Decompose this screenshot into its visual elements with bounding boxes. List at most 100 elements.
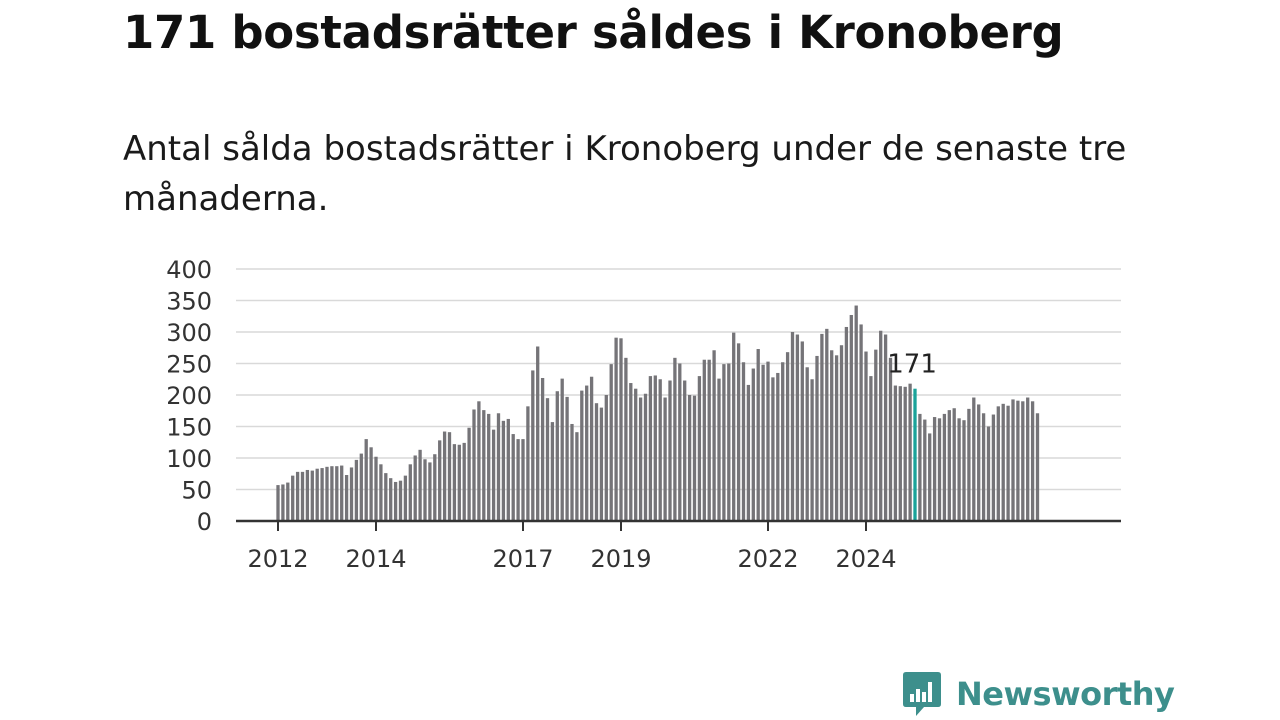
bar bbox=[932, 417, 937, 521]
bar bbox=[413, 455, 417, 521]
y-tick-label: 300 bbox=[166, 319, 212, 347]
y-axis-ticks: 0 50 100 150 200 250 300 350 400 bbox=[166, 256, 212, 536]
bar bbox=[795, 334, 800, 521]
bar bbox=[398, 480, 403, 521]
x-tick-label: 2017 bbox=[492, 545, 553, 573]
bar bbox=[781, 362, 785, 521]
y-tick-label: 350 bbox=[166, 288, 212, 316]
bar bbox=[1035, 413, 1040, 521]
bar bbox=[354, 459, 359, 521]
bar bbox=[893, 385, 898, 521]
bar bbox=[1030, 401, 1035, 521]
bar bbox=[335, 466, 339, 521]
bar bbox=[550, 422, 555, 521]
bar bbox=[472, 409, 476, 521]
bar bbox=[369, 447, 373, 521]
x-tick-label: 2024 bbox=[835, 545, 896, 573]
bar bbox=[972, 397, 976, 521]
bar bbox=[526, 406, 530, 521]
bar bbox=[805, 367, 809, 521]
bar bbox=[991, 414, 996, 521]
y-tick-label: 0 bbox=[197, 508, 212, 536]
bar bbox=[673, 357, 677, 521]
bar bbox=[286, 482, 290, 521]
bar bbox=[457, 444, 461, 521]
bar bbox=[766, 361, 770, 521]
y-tick-label: 250 bbox=[166, 351, 212, 379]
bar bbox=[697, 376, 702, 521]
bar bbox=[707, 359, 711, 521]
bar bbox=[614, 337, 618, 521]
bar bbox=[746, 384, 751, 521]
newsworthy-logo: Newsworthy bbox=[902, 670, 1175, 718]
bar bbox=[898, 386, 902, 521]
bar bbox=[908, 383, 912, 521]
bar bbox=[849, 314, 853, 521]
bar bbox=[295, 471, 300, 521]
bar bbox=[589, 376, 594, 521]
bar bbox=[291, 475, 295, 521]
bar bbox=[751, 368, 755, 521]
bar bbox=[340, 465, 344, 521]
bar bbox=[771, 377, 775, 521]
bar bbox=[349, 467, 354, 521]
bar bbox=[442, 431, 447, 521]
bar bbox=[462, 442, 466, 521]
bar bbox=[408, 464, 412, 521]
bar bbox=[619, 338, 623, 521]
bar bbox=[433, 454, 437, 521]
bar bbox=[825, 328, 829, 521]
bar bbox=[359, 453, 363, 521]
bar bbox=[918, 413, 922, 521]
y-tick-label: 200 bbox=[166, 382, 212, 410]
bar bbox=[986, 426, 991, 521]
bar bbox=[624, 357, 628, 521]
bar bbox=[418, 449, 422, 521]
bar bbox=[389, 478, 393, 521]
bar bbox=[790, 332, 795, 521]
annotations: 171 bbox=[887, 350, 937, 380]
bar bbox=[663, 397, 667, 521]
bar bbox=[830, 350, 834, 521]
bar bbox=[536, 346, 540, 521]
bar bbox=[839, 345, 844, 521]
bar bbox=[521, 439, 525, 521]
bar bbox=[1001, 403, 1005, 521]
bar bbox=[384, 473, 388, 521]
bar bbox=[874, 349, 878, 521]
bar bbox=[281, 484, 285, 521]
bar bbox=[736, 343, 741, 521]
bar bbox=[638, 397, 643, 521]
x-tick-label: 2019 bbox=[590, 545, 651, 573]
bar bbox=[364, 439, 368, 521]
bar bbox=[643, 393, 648, 521]
chart-subtitle: Antal sålda bostadsrätter i Kronoberg un… bbox=[123, 129, 1127, 219]
bar bbox=[403, 475, 408, 521]
bar bbox=[482, 410, 486, 521]
bar bbox=[658, 379, 662, 521]
x-axis-ticks: 2012 2014 2017 2019 2022 2024 bbox=[247, 521, 897, 573]
bar bbox=[1016, 400, 1020, 521]
bar bbox=[692, 395, 697, 521]
bar bbox=[477, 401, 481, 521]
brand-name: Newsworthy bbox=[956, 675, 1175, 713]
bar bbox=[609, 364, 613, 521]
bar bbox=[491, 429, 496, 521]
x-tick-label: 2012 bbox=[247, 545, 308, 573]
bar bbox=[555, 391, 559, 521]
bar bbox=[585, 385, 589, 521]
y-tick-label: 150 bbox=[166, 414, 212, 442]
bar bbox=[452, 444, 457, 521]
bar bbox=[594, 403, 599, 521]
bar bbox=[540, 377, 545, 521]
bar bbox=[977, 404, 981, 521]
data-label: 171 bbox=[887, 350, 937, 380]
bars bbox=[276, 305, 1040, 521]
newsworthy-chart-icon bbox=[903, 672, 941, 716]
bar-highlight bbox=[913, 388, 917, 521]
bar bbox=[516, 439, 520, 521]
bar bbox=[423, 459, 427, 521]
bar bbox=[300, 471, 305, 521]
bar bbox=[683, 380, 687, 521]
bar bbox=[545, 398, 550, 521]
